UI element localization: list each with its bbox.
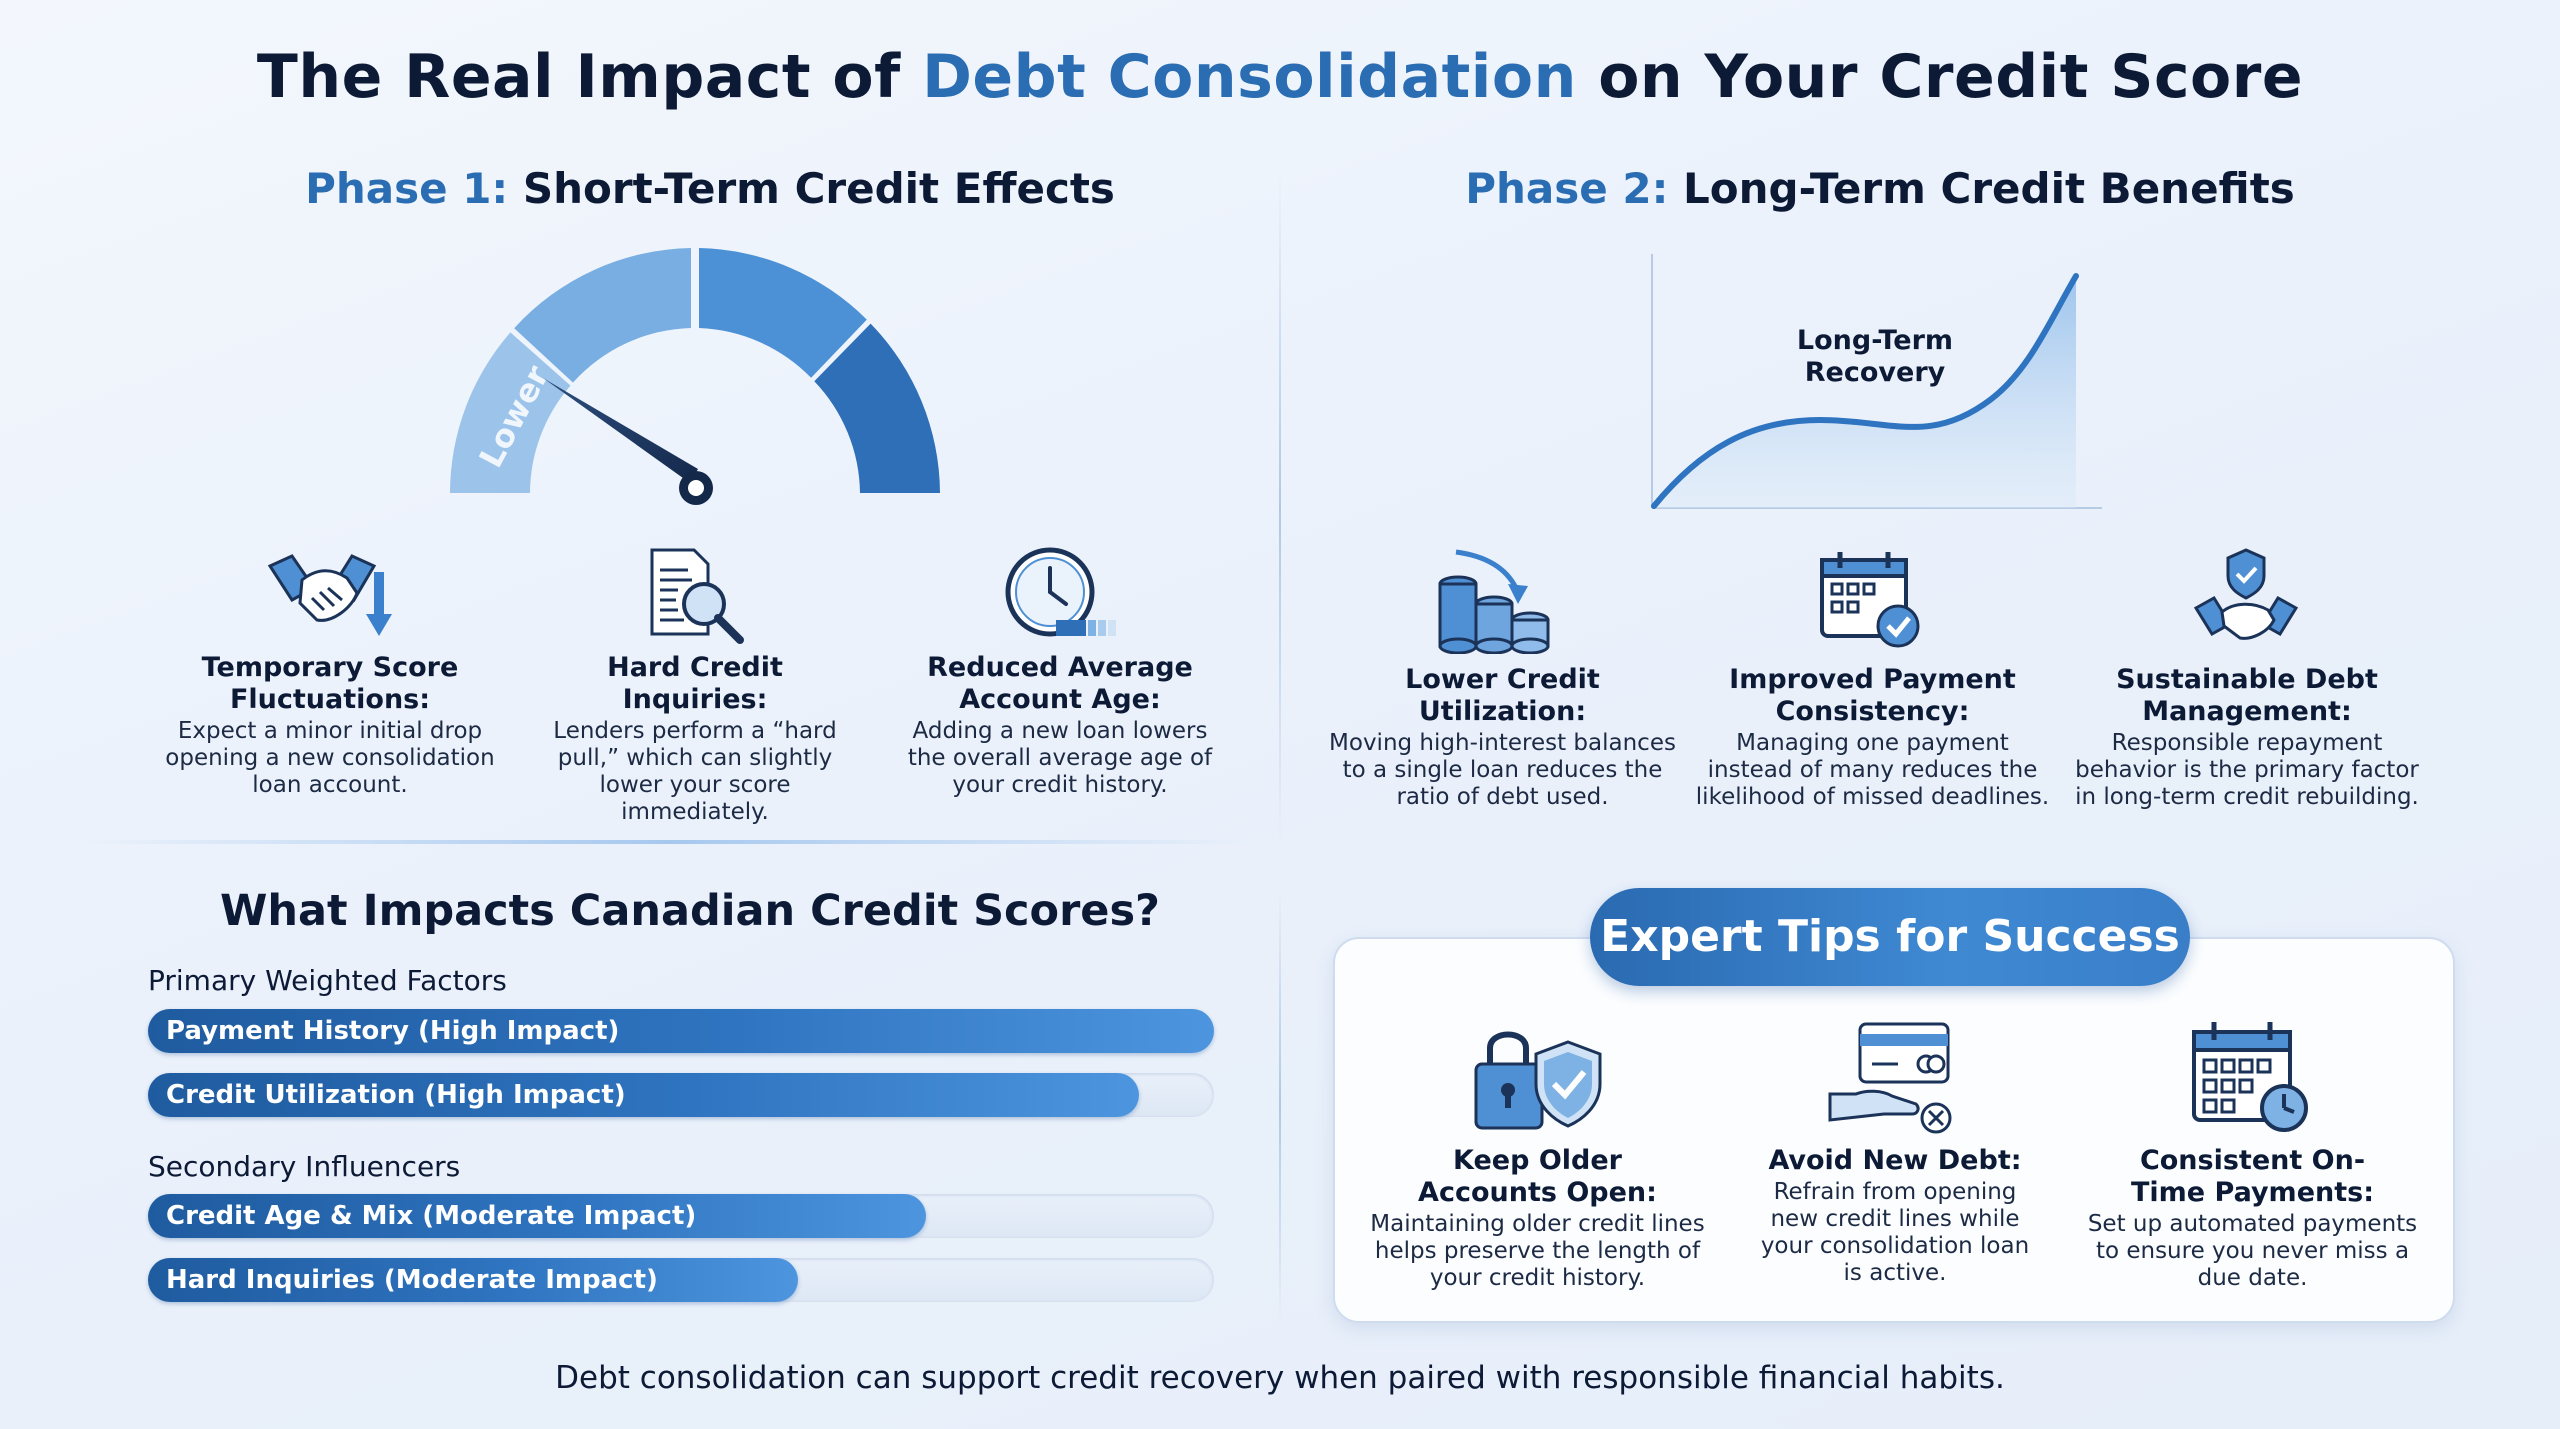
recovery-label: Long-Term Recovery	[1796, 325, 1954, 388]
recovery-curve	[1651, 254, 2102, 509]
phase-2-title: Phase 2: Long-Term Credit Benefits	[1350, 164, 2410, 213]
phase2-item-2-desc: Managing one payment instead of many red…	[1695, 730, 2050, 810]
factor-bar-fill	[148, 1258, 799, 1302]
page-title: The Real Impact of Debt Consolidation on…	[0, 42, 2560, 112]
gauge-hub-center	[688, 480, 704, 496]
primary-factors-label: Primary Weighted Factors	[148, 964, 507, 997]
phase2-item-1-title: Lower Credit Utilization:	[1405, 664, 1600, 727]
factor-bar-label: Credit Age & Mix (Moderate Impact)	[166, 1201, 697, 1231]
gauge-segment-2	[514, 248, 691, 383]
gauge-segment-4	[814, 323, 940, 493]
calendar-check-icon	[1820, 552, 1920, 648]
clock-icon	[1005, 547, 1116, 637]
phase2-item-1: Lower Credit Utilization: Moving high-in…	[1325, 664, 1680, 811]
factor-bar-label: Hard Inquiries (Moderate Impact)	[166, 1265, 658, 1295]
phase1-item-2: Hard Credit Inquiries: Lenders perform a…	[545, 652, 845, 826]
tip-item-3-title: Consistent On-Time Payments:	[2130, 1145, 2374, 1208]
gauge-segment-3	[699, 248, 867, 378]
factor-bar-fill	[148, 1194, 927, 1238]
tip-item-1-title: Keep Older Accounts Open:	[1418, 1145, 1657, 1208]
tip-item-2-desc: Refrain from opening new credit lines wh…	[1760, 1179, 2030, 1286]
recovery-line	[1651, 273, 2079, 509]
gauge-needle	[543, 378, 698, 483]
factor-bar-label: Payment History (High Impact)	[166, 1016, 620, 1046]
tip-item-3: Consistent On-Time Payments: Set up auto…	[2080, 1145, 2425, 1292]
document-magnifier-icon	[650, 548, 744, 644]
phase2-item-2: Improved Payment Consistency: Managing o…	[1695, 664, 2050, 811]
title-accent: Debt Consolidation	[922, 42, 1577, 112]
phase1-item-2-title: Hard Credit Inquiries:	[607, 652, 783, 715]
phase-2-heading: Long-Term Credit Benefits	[1683, 164, 2295, 213]
factor-bar-credit-age-mix: Credit Age & Mix (Moderate Impact)	[148, 1194, 1214, 1238]
tip-item-2-title: Avoid New Debt:	[1768, 1145, 2022, 1176]
phase-1-title: Phase 1: Short-Term Credit Effects	[180, 164, 1240, 213]
phase1-item-3-desc: Adding a new loan lowers the overall ave…	[907, 718, 1213, 798]
phase-1-label: Phase 1:	[305, 164, 509, 213]
calendar-clock-icon	[2192, 1022, 2308, 1132]
footer-note: Debt consolidation can support credit re…	[555, 1360, 2005, 1396]
phase1-item-2-desc: Lenders perform a “hard pull,” which can…	[553, 718, 837, 825]
phase-1-heading: Short-Term Credit Effects	[522, 164, 1115, 213]
tips-card	[1333, 937, 2455, 1323]
tip-item-1: Keep Older Accounts Open: Maintaining ol…	[1360, 1145, 1715, 1292]
factor-bar-fill	[148, 1009, 1214, 1053]
phase2-item-1-desc: Moving high-interest balances to a singl…	[1329, 730, 1676, 810]
phase-2-label: Phase 2:	[1465, 164, 1669, 213]
phase1-item-3-title: Reduced Average Account Age:	[927, 652, 1193, 715]
vertical-divider-bottom	[1279, 885, 1281, 1325]
tip-item-1-desc: Maintaining older credit lines helps pre…	[1370, 1211, 1705, 1291]
factor-bar-payment-history: Payment History (High Impact)	[148, 1009, 1214, 1053]
credit-gauge: Lower	[450, 248, 940, 505]
phase1-item-1-desc: Expect a minor initial drop opening a ne…	[165, 718, 495, 798]
phase2-item-3-title: Sustainable Debt Management:	[2116, 664, 2378, 727]
tip-item-2: Avoid New Debt: Refrain from opening new…	[1750, 1145, 2040, 1287]
recovery-area	[1654, 276, 2076, 508]
phase2-item-3: Sustainable Debt Management: Responsible…	[2072, 664, 2422, 811]
lock-shield-icon	[1474, 1031, 1602, 1130]
horizontal-divider	[80, 840, 1260, 844]
title-part-1: The Real Impact of	[256, 42, 923, 112]
secondary-factors-label: Secondary Influencers	[148, 1150, 461, 1183]
factor-bar-fill	[148, 1073, 1140, 1117]
factors-title: What Impacts Canadian Credit Scores?	[220, 886, 1160, 936]
card-hand-no-icon	[1828, 1022, 1952, 1134]
factor-bar-credit-utilization: Credit Utilization (High Impact)	[148, 1073, 1214, 1117]
factor-bar-label: Credit Utilization (High Impact)	[166, 1080, 626, 1110]
phase1-item-1-title: Temporary Score Fluctuations:	[201, 652, 459, 715]
phase1-item-3: Reduced Average Account Age: Adding a ne…	[900, 652, 1220, 799]
phase2-item-2-title: Improved Payment Consistency:	[1729, 664, 2016, 727]
gauge-segment-1	[450, 332, 571, 493]
factor-bar-hard-inquiries: Hard Inquiries (Moderate Impact)	[148, 1258, 1214, 1302]
vertical-divider-top	[1279, 170, 1281, 850]
phase2-item-3-desc: Responsible repayment behavior is the pr…	[2075, 730, 2419, 810]
coin-stacks-icon	[1438, 549, 1550, 654]
handshake-down-arrow-icon	[267, 554, 392, 636]
title-part-2: on Your Credit Score	[1576, 42, 2304, 112]
phase1-item-1: Temporary Score Fluctuations: Expect a m…	[150, 652, 510, 799]
shield-handshake-icon	[2193, 548, 2299, 640]
tips-title: Expert Tips for Success	[1590, 888, 2190, 986]
tip-item-3-desc: Set up automated payments to ensure you …	[2087, 1211, 2418, 1291]
